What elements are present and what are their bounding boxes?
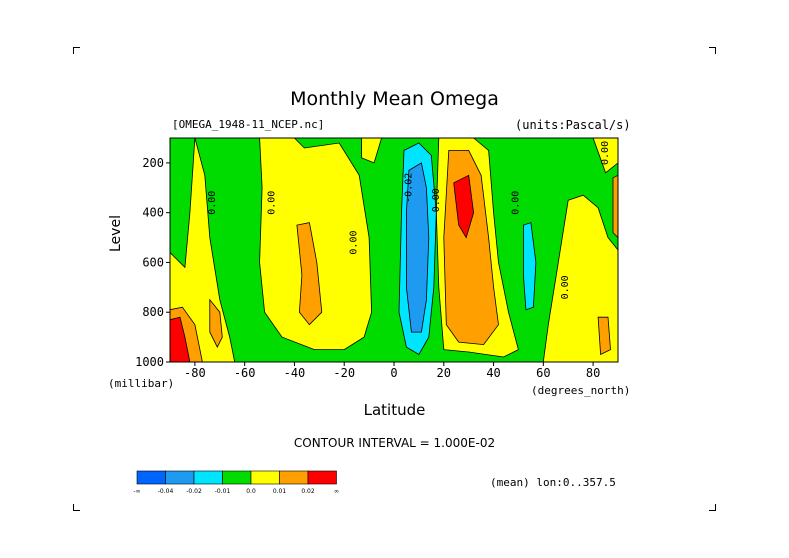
corner-mark-bottom-left (73, 504, 80, 511)
contour-label: 0.00 (510, 191, 521, 215)
y-tick-label: 600 (142, 255, 164, 269)
mean-label: (mean) lon:0..357.5 (490, 476, 616, 489)
chart-title: Monthly Mean Omega (290, 88, 499, 110)
contour-label: -0.02 (403, 173, 414, 203)
contour-label: 0.00 (207, 191, 218, 215)
contour-label: 0.00 (267, 191, 278, 215)
file-label: [OMEGA_1948-11_NCEP.nc] (172, 118, 325, 131)
colorbar-label: -0.02 (186, 488, 202, 495)
x-tick-label: 80 (586, 366, 600, 380)
colorbar-swatch (222, 470, 252, 485)
corner-mark-bottom-right (709, 504, 716, 511)
x-tick-label: 40 (486, 366, 500, 380)
y-axis-unit: (millibar) (108, 377, 175, 390)
y-tick-label: 200 (142, 156, 164, 170)
x-tick-label: 60 (536, 366, 550, 380)
colorbar-swatch (307, 470, 337, 485)
colorbar-label: 0.0 (246, 488, 256, 495)
x-tick-label: -40 (284, 366, 306, 380)
colorbar-label: -0.04 (158, 488, 174, 495)
colorbar-swatch (250, 470, 280, 485)
colorbar-label: ∞ (334, 488, 339, 495)
colorbar-label: -0.01 (215, 488, 231, 495)
contour-region (296, 222, 323, 326)
x-tick-label: 0 (390, 366, 397, 380)
units-label: (units:Pascal/s) (515, 118, 631, 132)
contour-region (170, 138, 236, 362)
y-tick-label: 1000 (135, 355, 164, 369)
y-axis-label: Level (108, 215, 124, 252)
y-tick-label: 400 (142, 206, 164, 220)
contour-label: 0.00 (600, 141, 611, 165)
x-tick-label: 20 (437, 366, 451, 380)
y-tick-label: 800 (142, 305, 164, 319)
colorbar-swatch (193, 470, 223, 485)
x-tick-label: -80 (184, 366, 206, 380)
colorbar-label: -∞ (133, 488, 140, 495)
contour-label: 0.00 (431, 188, 442, 212)
contour-label: 0.00 (349, 230, 360, 254)
corner-mark-top-right (709, 47, 716, 54)
x-axis-label: Latitude (363, 401, 426, 419)
x-tick-label: -20 (333, 366, 355, 380)
colorbar-swatch (279, 470, 309, 485)
x-axis-unit: (degrees_north) (531, 384, 631, 397)
contour-region (259, 138, 373, 351)
contour-interval-label: CONTOUR INTERVAL = 1.000E-02 (293, 436, 496, 450)
contour-region (592, 138, 618, 174)
x-tick-label: -60 (234, 366, 256, 380)
colorbar-label: 0.02 (301, 488, 315, 495)
colorbar-swatch (136, 470, 166, 485)
colorbar-label: 0.01 (273, 488, 287, 495)
contour-region (361, 138, 383, 164)
contour-region (612, 174, 618, 239)
contour-region (209, 298, 223, 348)
contour-region (170, 316, 191, 362)
contour-region (523, 222, 537, 311)
colorbar-swatch (165, 470, 195, 485)
contour-label: 0.00 (560, 275, 571, 299)
contour-region (405, 162, 430, 333)
corner-mark-top-left (73, 47, 80, 54)
contour-region (597, 316, 611, 356)
contour-region (453, 174, 475, 239)
